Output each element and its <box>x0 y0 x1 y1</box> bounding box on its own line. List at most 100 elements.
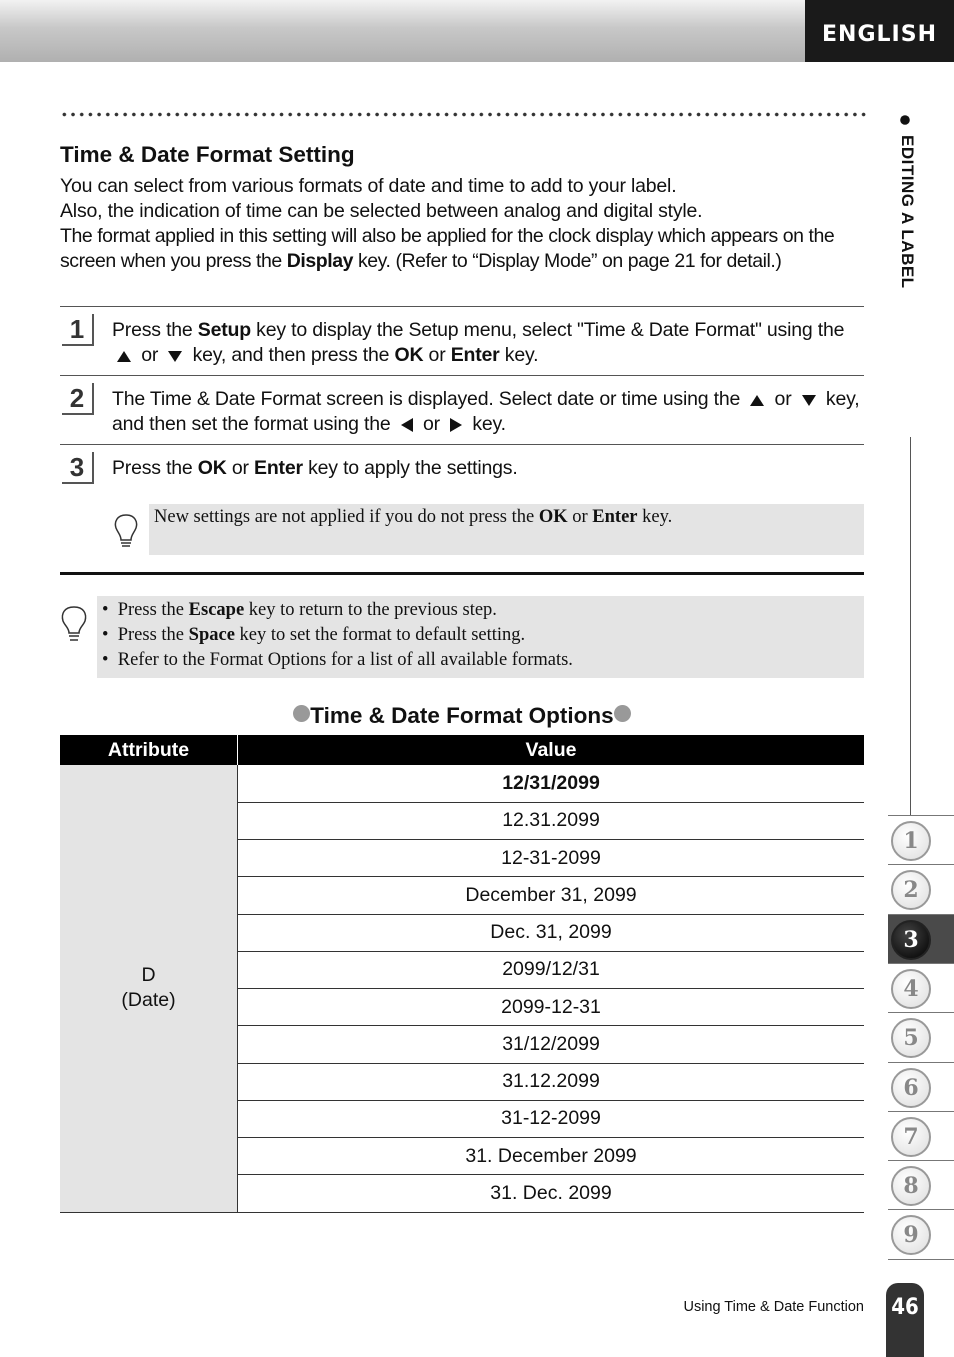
attribute-line: D <box>141 964 156 987</box>
step-text: Press the OK or Enter key to apply the s… <box>112 456 864 481</box>
key-name: Enter <box>450 344 500 366</box>
chapter-number: 6 <box>891 1067 931 1108</box>
chapter-tab: 3 <box>888 913 954 964</box>
text: key. <box>637 507 673 527</box>
key-name: Space <box>188 625 235 645</box>
chapter-tab: 4 <box>888 962 954 1013</box>
language-tab: ENGLISH <box>805 0 954 62</box>
text: or <box>226 457 255 479</box>
text: Also, the indication of time can be sele… <box>60 200 703 222</box>
rule <box>60 306 864 307</box>
table-row: 12.31.2099 <box>60 802 864 841</box>
text: The format applied in this setting will … <box>60 225 835 272</box>
text: or <box>136 344 164 366</box>
chapter-tab: 5 <box>888 1012 954 1062</box>
text: or <box>423 344 451 366</box>
text: key to set the format to default setting… <box>234 625 526 645</box>
value-cell: 12-31-2099 <box>237 839 864 878</box>
text: key to apply the settings. <box>302 457 518 479</box>
header-bar <box>0 0 805 62</box>
key-name: Enter <box>254 457 303 479</box>
header-row: Attribute Value <box>60 735 864 765</box>
hint-item: • Press the Escape key to return to the … <box>102 600 497 620</box>
key-name: Setup <box>197 319 251 341</box>
value-cell: 2099-12-31 <box>237 988 864 1027</box>
text: Refer to the Format Options for a list o… <box>117 650 573 670</box>
header-cell: Value <box>525 738 577 761</box>
intro: You can select from various formats of d… <box>60 174 864 274</box>
step-text: The Time & Date Format screen is display… <box>112 387 864 437</box>
up-arrow-icon <box>750 394 765 406</box>
thick-rule <box>60 572 864 575</box>
left-arrow-icon <box>400 417 413 432</box>
table-row: December 31, 2099 <box>60 876 864 915</box>
table-row: 31. December 2099 <box>60 1137 864 1176</box>
step-number: 3 <box>62 452 94 484</box>
table-row: 31/12/2099 <box>60 1025 864 1064</box>
hint-box: • Press the Escape key to return to the … <box>97 596 864 678</box>
text: or <box>567 507 593 527</box>
text: or <box>417 413 446 435</box>
text: key. <box>467 413 506 435</box>
title-dot <box>293 705 311 722</box>
table-row: 2099/12/31 <box>60 951 864 990</box>
step-number: 2 <box>62 383 94 415</box>
key-name: OK <box>197 457 227 479</box>
table-row: 31.12.2099 <box>60 1063 864 1101</box>
section-title: Time & Date Format Setting <box>60 142 355 167</box>
text: Press the <box>117 600 189 620</box>
key-name: OK <box>538 507 568 527</box>
side-line <box>910 437 911 815</box>
rule <box>60 444 864 445</box>
rule <box>60 375 864 376</box>
table-row: D (Date) 12/31/2099 <box>60 765 864 1213</box>
intro-paragraph: The format applied in this setting will … <box>60 224 864 274</box>
chapter-tab: 2 <box>888 864 954 914</box>
text: Time & Date Format Options <box>310 703 614 728</box>
value-cell: 31. Dec. 2099 <box>237 1174 864 1213</box>
step-text: Press the Setup key to display the Setup… <box>112 318 864 368</box>
step-number: 1 <box>62 314 94 346</box>
value-cell: 12.31.2099 <box>237 802 864 841</box>
key-name: OK <box>394 344 424 366</box>
down-arrow-icon <box>801 394 816 406</box>
header-cell: Attribute <box>60 735 238 765</box>
dotted-rule <box>60 112 866 117</box>
side-tab-label: EDITING A LABEL <box>898 135 917 289</box>
value-cell: 31-12-2099 <box>237 1100 864 1139</box>
chapter-number: 7 <box>891 1116 931 1157</box>
text: Press the <box>112 319 198 341</box>
chapter-number: 8 <box>891 1166 931 1207</box>
text: key. (Refer to “Display Mode” on page 21… <box>353 250 782 272</box>
chapter-tab: 7 <box>888 1110 954 1161</box>
text: or <box>769 388 797 410</box>
side-bullet <box>900 115 910 125</box>
note-box: New settings are not applied if you do n… <box>149 504 864 555</box>
key-name: Enter <box>592 507 638 527</box>
text: key to display the Setup menu, select "T… <box>250 319 845 341</box>
value-cell: 12/31/2099 <box>237 765 864 803</box>
chapter-tab: 1 <box>888 815 954 865</box>
value-cell: December 31, 2099 <box>237 876 864 915</box>
value-cell: 31/12/2099 <box>237 1025 864 1064</box>
hint-item: • Refer to the Format Options for a list… <box>102 650 573 670</box>
value-cell: 31. December 2099 <box>237 1137 864 1176</box>
chapter-tab-end <box>888 1258 954 1260</box>
table-row: 12-31-2099 <box>60 839 864 878</box>
text: Press the <box>112 457 198 479</box>
table-title: Time & Date Format Options <box>60 703 864 729</box>
text: The Time & Date Format screen is display… <box>112 388 746 410</box>
text: You can select from various formats of d… <box>60 175 677 197</box>
note-icon <box>114 514 138 547</box>
intro-paragraph: You can select from various formats of d… <box>60 174 864 199</box>
hint-icon <box>61 606 87 641</box>
value-cell: Dec. 31, 2099 <box>237 914 864 952</box>
chapter-tab: 8 <box>888 1160 954 1210</box>
format-table: Attribute Value D (Date) 12/31/2099 12.31.2… <box>60 735 864 1213</box>
chapter-number: 3 <box>891 919 931 960</box>
chapter-number: 5 <box>891 1018 931 1059</box>
footer-text: Using Time & Date Function <box>683 1299 864 1315</box>
hint-item: • Press the Space key to set the format … <box>102 625 526 645</box>
table-row: Dec. 31, 2099 <box>60 914 864 952</box>
